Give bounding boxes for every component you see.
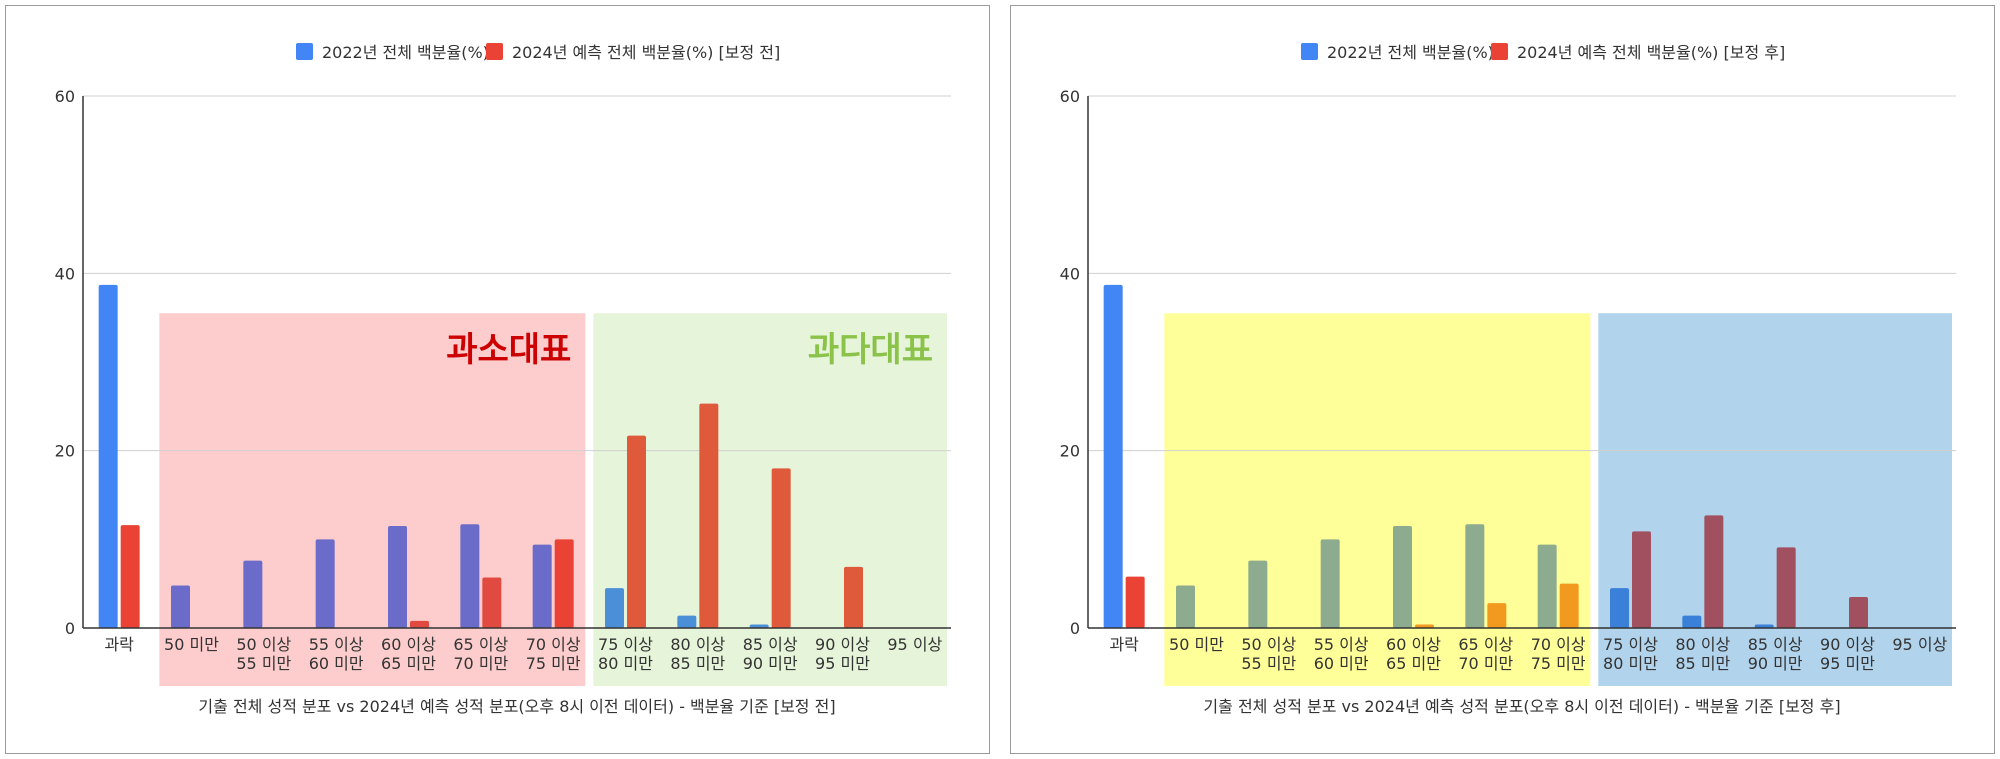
category-labels: 과락 50 미만 50 이상 55 미만 55 이상 60 미만 60 이상 65 미만 65 … [1109, 635, 1947, 673]
x-category-label: 65 이상 70 미만 [1458, 635, 1513, 673]
legend-label: 2024년 예측 전체 백분율(%) [보정 전] [512, 43, 780, 62]
legend-label: 2022년 전체 백분율(%) [1327, 43, 1494, 62]
bar-series-0-5 [1465, 524, 1485, 628]
bar-series-1-5 [482, 577, 502, 628]
band-group: 과소대표 과다대표 [159, 313, 947, 686]
band-label: 과다대표 [808, 330, 933, 370]
bar-series-0-4 [1393, 526, 1412, 628]
x-category-label: 90 이상 95 미만 [815, 635, 870, 673]
chart-after: 0 20 40 60 과락 50 미만 50 이상 55 미만 55 이상 60 미만 60 이상 6… [1060, 43, 1956, 716]
legend-swatch [1301, 43, 1318, 60]
x-axis-title: 기출 전체 성적 분포 vs 2024년 예측 성적 분포(오후 8시 이전 데… [1203, 697, 1840, 716]
x-category-label: 75 이상 80 미만 [598, 635, 653, 673]
x-category-label: 과락 [104, 635, 134, 654]
bar-series-0-1 [1176, 585, 1195, 628]
bar-series-0-3 [315, 539, 335, 628]
highlight-band [1164, 313, 1591, 686]
bar-series-1-0 [1125, 576, 1145, 628]
x-category-label: 과락 [1109, 635, 1139, 654]
legend-swatch [296, 43, 313, 60]
legend: 2022년 전체 백분율(%) 2024년 예측 전체 백분율(%) [보정 후] [1301, 43, 1785, 62]
gridlines: 0 20 40 60 [55, 87, 951, 638]
x-category-label: 95 이상 [887, 635, 942, 654]
bar-series-0-0 [98, 284, 118, 628]
bar-series-1-7 [627, 435, 646, 628]
bar-series-0-9 [749, 624, 769, 628]
x-category-label: 55 이상 60 미만 [309, 635, 364, 673]
bar-series-1-4 [1415, 624, 1434, 628]
bar-series-1-8 [1704, 515, 1724, 628]
bars [98, 284, 863, 628]
bar-series-1-8 [699, 403, 719, 628]
legend-swatch [1491, 43, 1508, 60]
chart-before: 과소대표 과다대표 0 20 40 60 과락 50 미만 50 이상 55 미만 55 이상 60 … [55, 43, 951, 716]
band-label: 과소대표 [446, 330, 571, 370]
gridlines: 0 20 40 60 [1060, 87, 1956, 638]
bar-series-1-7 [1632, 531, 1651, 628]
bar-series-0-8 [677, 615, 697, 628]
x-category-label: 55 이상 60 미만 [1314, 635, 1369, 673]
x-category-label: 90 이상 95 미만 [1820, 635, 1875, 673]
highlight-band [1598, 313, 1952, 686]
bar-series-1-6 [1559, 583, 1579, 628]
y-tick-label: 60 [1060, 87, 1080, 106]
x-category-label: 70 이상 75 미만 [526, 635, 581, 673]
y-tick-label: 40 [55, 264, 75, 283]
chart-panel-before: 과소대표 과다대표 0 20 40 60 과락 50 미만 50 이상 55 미만 55 이상 60 … [5, 5, 990, 754]
x-category-label: 95 이상 [1892, 635, 1947, 654]
bar-series-1-9 [771, 468, 791, 628]
bar-series-0-7 [1610, 588, 1629, 628]
highlight-band [159, 313, 586, 686]
bar-series-1-5 [1487, 603, 1507, 628]
legend: 2022년 전체 백분율(%) 2024년 예측 전체 백분율(%) [보정 전] [296, 43, 780, 62]
bar-series-0-6 [532, 544, 552, 628]
x-category-label: 75 이상 80 미만 [1603, 635, 1658, 673]
y-tick-label: 40 [1060, 264, 1080, 283]
legend-label: 2022년 전체 백분율(%) [322, 43, 489, 62]
bar-series-1-0 [120, 525, 140, 628]
bars [1103, 284, 1868, 628]
y-tick-label: 60 [55, 87, 75, 106]
bar-series-0-6 [1537, 544, 1557, 628]
bar-series-1-10 [1849, 596, 1868, 628]
bar-series-1-6 [554, 539, 574, 628]
band-group [1164, 313, 1952, 686]
legend-label: 2024년 예측 전체 백분율(%) [보정 후] [1517, 43, 1785, 62]
bar-series-0-9 [1754, 624, 1774, 628]
x-category-label: 85 이상 90 미만 [743, 635, 798, 673]
bar-series-0-7 [605, 588, 624, 628]
bar-series-0-2 [1248, 560, 1268, 628]
bar-series-0-3 [1320, 539, 1340, 628]
x-category-label: 50 미만 [1169, 635, 1224, 654]
chart-panel-after: 0 20 40 60 과락 50 미만 50 이상 55 미만 55 이상 60 미만 60 이상 6… [1010, 5, 1995, 754]
y-tick-label: 0 [1070, 619, 1080, 638]
y-tick-label: 0 [65, 619, 75, 638]
bar-series-1-9 [1776, 547, 1796, 628]
legend-swatch [486, 43, 503, 60]
bar-series-0-2 [243, 560, 263, 628]
bar-series-0-8 [1682, 615, 1702, 628]
x-category-label: 70 이상 75 미만 [1531, 635, 1586, 673]
bar-series-0-4 [388, 526, 407, 628]
x-category-label: 80 이상 85 미만 [670, 635, 725, 673]
category-labels: 과락 50 미만 50 이상 55 미만 55 이상 60 미만 60 이상 65 미만 65 … [104, 635, 942, 673]
x-category-label: 50 이상 55 미만 [1241, 635, 1296, 673]
x-category-label: 60 이상 65 미만 [381, 635, 436, 673]
x-category-label: 50 미만 [164, 635, 219, 654]
bar-series-1-10 [844, 566, 863, 628]
x-category-label: 80 이상 85 미만 [1675, 635, 1730, 673]
x-category-label: 85 이상 90 미만 [1748, 635, 1803, 673]
bar-series-0-5 [460, 524, 480, 628]
highlight-band [593, 313, 947, 686]
x-axis-title: 기출 전체 성적 분포 vs 2024년 예측 성적 분포(오후 8시 이전 데… [198, 697, 835, 716]
bar-series-0-1 [171, 585, 190, 628]
x-category-label: 50 이상 55 미만 [236, 635, 291, 673]
bar-series-1-4 [410, 620, 429, 628]
y-tick-label: 20 [55, 442, 75, 461]
x-category-label: 60 이상 65 미만 [1386, 635, 1441, 673]
y-tick-label: 20 [1060, 442, 1080, 461]
x-category-label: 65 이상 70 미만 [453, 635, 508, 673]
bar-series-0-0 [1103, 284, 1123, 628]
